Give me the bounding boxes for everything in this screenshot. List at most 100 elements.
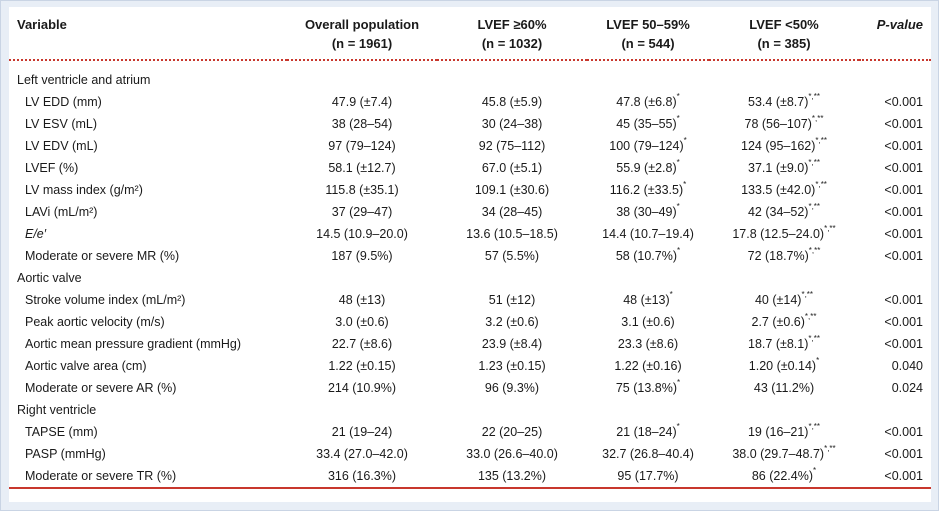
bottom-divider — [9, 487, 931, 490]
cell-pvalue: <0.001 — [884, 425, 923, 439]
table-row: LVEF (%) 58.1 (±12.7) 67.0 (±5.1) 55.9 (±2.… — [9, 157, 931, 179]
cell-overall: 48 (±13) — [338, 293, 386, 307]
cell-lvef-50-59: 116.2 (±33.5)* — [609, 179, 687, 197]
cell-overall: 38 (28–54) — [331, 117, 393, 131]
table-row: LV mass index (g/m²) 115.8 (±35.1) 109.1 (… — [9, 179, 931, 201]
cell-lvef-50-59: 14.4 (10.7–19.4) — [602, 227, 694, 241]
row-label: LV ESV (mL) — [25, 117, 98, 131]
header-lvef-lt50: LVEF <50% (n = 385) — [749, 17, 819, 51]
significance-marker: * — [683, 135, 687, 145]
row-label: LV EDV (mL) — [25, 139, 98, 153]
row-label: LV mass index (g/m²) — [25, 183, 143, 197]
cell-pvalue: <0.001 — [884, 183, 923, 197]
cell-lvef-50-59: 3.1 (±0.6) — [621, 315, 675, 329]
cell-lvef-60: 1.23 (±0.15) — [478, 359, 546, 373]
row-label: PASP (mmHg) — [25, 447, 106, 461]
table-row: Moderate or severe MR (%) 187 (9.5%) 57 (5… — [9, 245, 931, 267]
row-label: LVEF (%) — [25, 161, 79, 175]
cell-overall: 1.22 (±0.15) — [328, 359, 396, 373]
significance-marker: *,** — [804, 311, 817, 321]
significance-marker: * — [677, 245, 681, 255]
table-row: LV EDD (mm) 47.9 (±7.4) 45.8 (±5.9) 47.8 (±… — [9, 91, 931, 113]
significance-marker: *,** — [824, 223, 836, 233]
cell-overall: 22.7 (±8.6) — [331, 337, 393, 351]
cell-lvef-50-59: 21 (18–24)* — [616, 421, 680, 439]
cell-lvef-50-59: 47.8 (±6.8)* — [616, 91, 680, 109]
significance-marker: *,** — [811, 113, 824, 123]
cell-pvalue: <0.001 — [884, 205, 923, 219]
section-label: Left ventricle and atrium — [17, 73, 151, 87]
cell-lvef-50-59: 75 (13.8%)* — [615, 377, 681, 395]
cell-lvef-60: 3.2 (±0.6) — [485, 315, 539, 329]
cell-pvalue: <0.001 — [884, 227, 923, 241]
cell-pvalue: <0.001 — [884, 293, 923, 307]
significance-marker: * — [683, 179, 687, 189]
cell-lvef-60: 67.0 (±5.1) — [481, 161, 543, 175]
cell-overall: 47.9 (±7.4) — [331, 95, 393, 109]
cell-lvef-50-59: 38 (30–49)* — [616, 201, 680, 219]
table-row: Stroke volume index (mL/m²) 48 (±13) 51 (±… — [9, 289, 931, 311]
table-row: Moderate or severe TR (%) 316 (16.3%) 135 … — [9, 465, 931, 488]
cell-pvalue: <0.001 — [884, 249, 923, 263]
cell-lvef-lt50: 53.4 (±8.7)*,** — [748, 91, 820, 109]
cell-lvef-lt50: 37.1 (±9.0)*,** — [748, 157, 820, 175]
section-row: Right ventricle — [9, 399, 931, 421]
cell-lvef-60: 92 (75–112) — [478, 139, 546, 153]
significance-marker: *,** — [808, 421, 821, 431]
cell-overall: 37 (29–47) — [331, 205, 393, 219]
section-label: Right ventricle — [17, 403, 97, 417]
cell-lvef-60: 45.8 (±5.9) — [481, 95, 543, 109]
cell-lvef-60: 23.9 (±8.4) — [481, 337, 543, 351]
row-label: Moderate or severe AR (%) — [25, 381, 177, 395]
table-row: Moderate or severe AR (%) 214 (10.9%) 96 (… — [9, 377, 931, 399]
significance-marker: *,** — [808, 157, 820, 167]
row-label: Aortic mean pressure gradient (mmHg) — [25, 337, 242, 351]
row-label: LV EDD (mm) — [25, 95, 102, 109]
cell-pvalue: <0.001 — [884, 95, 923, 109]
row-label: TAPSE (mm) — [25, 425, 98, 439]
significance-marker: *,** — [808, 245, 821, 255]
cell-pvalue: <0.001 — [884, 161, 923, 175]
cell-lvef-lt50: 17.8 (12.5–24.0)*,** — [732, 223, 836, 241]
significance-marker: * — [677, 377, 681, 387]
cell-lvef-60: 57 (5.5%) — [484, 249, 540, 263]
header-variable: Variable — [17, 17, 67, 32]
data-table: Variable Overall population (n = 1961) L… — [9, 7, 931, 490]
table-row: PASP (mmHg) 33.4 (27.0–42.0) 33.0 (26.6–40… — [9, 443, 931, 465]
cell-lvef-60: 51 (±12) — [488, 293, 536, 307]
significance-marker: * — [669, 289, 673, 299]
header-spacer — [9, 61, 931, 69]
cell-pvalue: <0.001 — [884, 447, 923, 461]
cell-lvef-50-59: 32.7 (26.8–40.4) — [602, 447, 694, 461]
cell-overall: 97 (79–124) — [328, 139, 396, 153]
cell-lvef-50-59: 23.3 (±8.6) — [617, 337, 679, 351]
cell-lvef-50-59: 55.9 (±2.8)* — [616, 157, 680, 175]
cell-lvef-60: 96 (9.3%) — [484, 381, 540, 395]
table-row: Aortic valve area (cm) 1.22 (±0.15) 1.23 (… — [9, 355, 931, 377]
header-pvalue: P-value — [876, 17, 923, 32]
cell-overall: 187 (9.5%) — [331, 249, 393, 263]
cell-lvef-60: 33.0 (26.6–40.0) — [466, 447, 558, 461]
section-label: Aortic valve — [17, 271, 82, 285]
significance-marker: *,** — [808, 333, 820, 343]
table-row: Aortic mean pressure gradient (mmHg) 22.7… — [9, 333, 931, 355]
table-row: Peak aortic velocity (m/s) 3.0 (±0.6) 3.2 … — [9, 311, 931, 333]
significance-marker: * — [676, 201, 680, 211]
cell-lvef-lt50: 40 (±14)*,** — [754, 289, 814, 307]
cell-pvalue: 0.040 — [891, 359, 923, 373]
significance-marker: * — [676, 91, 680, 101]
significance-marker: *,** — [815, 135, 827, 145]
row-label: Aortic valve area (cm) — [25, 359, 147, 373]
significance-marker: *,** — [824, 443, 836, 453]
cell-overall: 115.8 (±35.1) — [325, 183, 399, 197]
significance-marker: *,** — [815, 179, 827, 189]
cell-lvef-lt50: 18.7 (±8.1)*,** — [748, 333, 820, 351]
significance-marker: * — [676, 157, 680, 167]
cell-lvef-lt50: 1.20 (±0.14)* — [748, 355, 820, 373]
cell-lvef-lt50: 38.0 (29.7–48.7)*,** — [732, 443, 836, 461]
cell-lvef-50-59: 45 (35–55)* — [616, 113, 680, 131]
table-row: E/e′ 14.5 (10.9–20.0) 13.6 (10.5–18.5) 14.4… — [9, 223, 931, 245]
section-row: Left ventricle and atrium — [9, 69, 931, 91]
cell-lvef-60: 13.6 (10.5–18.5) — [466, 227, 558, 241]
